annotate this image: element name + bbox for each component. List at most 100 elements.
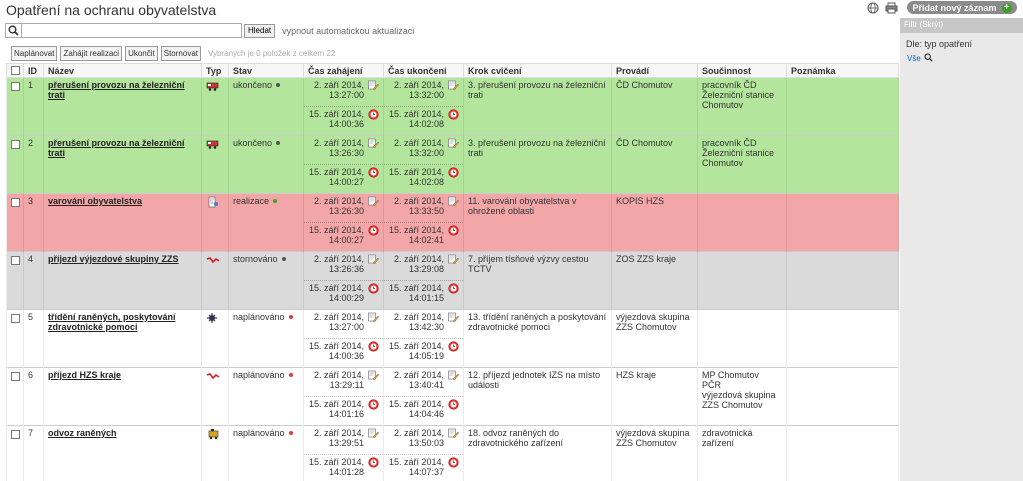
clock-icon[interactable] bbox=[368, 399, 379, 410]
pencil-icon[interactable] bbox=[368, 312, 380, 323]
row-select-cell[interactable] bbox=[6, 77, 24, 136]
table-row[interactable]: 7 odvoz raněných naplánováno 2. září 2014, … bbox=[6, 425, 899, 481]
search-input[interactable] bbox=[21, 23, 242, 38]
end-actual: 15. září 2014, 14:01:15 bbox=[388, 283, 444, 303]
row-select-cell[interactable] bbox=[6, 425, 24, 481]
col-id[interactable]: ID bbox=[23, 63, 44, 78]
row-status: stornováno bbox=[233, 254, 278, 264]
table-row[interactable]: 5 třídění raněných, poskytování zdravotni… bbox=[6, 309, 899, 368]
clock-icon[interactable] bbox=[448, 283, 459, 294]
row-name-link[interactable]: přerušení provozu na železniční trati bbox=[48, 138, 185, 158]
pencil-icon[interactable] bbox=[448, 138, 460, 149]
clock-icon[interactable] bbox=[368, 225, 379, 236]
search-icon[interactable] bbox=[924, 53, 933, 64]
row-checkbox[interactable] bbox=[11, 82, 20, 91]
table-row[interactable]: 2 přerušení provozu na železniční trati uk… bbox=[6, 135, 899, 194]
end-actual: 15. září 2014, 14:07:37 bbox=[388, 457, 444, 477]
row-name-link[interactable]: varování obyvatelstva bbox=[48, 196, 143, 206]
clock-icon[interactable] bbox=[448, 109, 459, 120]
clock-icon[interactable] bbox=[368, 109, 379, 120]
row-checkbox[interactable] bbox=[11, 198, 20, 207]
row-checkbox[interactable] bbox=[11, 314, 20, 323]
cancel-button[interactable]: Stornovat bbox=[160, 46, 201, 61]
col-name[interactable]: Název bbox=[43, 63, 202, 78]
clock-icon[interactable] bbox=[368, 457, 379, 468]
filter-toggle[interactable]: Filtr (Skrýt) bbox=[900, 18, 1023, 33]
row-name-link[interactable]: příjezd výjezdové skupiny ZZS bbox=[48, 254, 179, 264]
filter-all-option[interactable]: Vše bbox=[900, 49, 1023, 68]
start-actual: 15. září 2014, 14:00:36 bbox=[308, 341, 364, 361]
table-row[interactable]: 3 varování obyvatelstva realizace 2. září 2… bbox=[6, 193, 899, 252]
col-step[interactable]: Krok cvičení bbox=[463, 63, 612, 78]
row-name-link[interactable]: příjezd HZS kraje bbox=[48, 370, 122, 380]
row-note bbox=[786, 135, 899, 194]
clock-icon[interactable] bbox=[448, 341, 459, 352]
pencil-icon[interactable] bbox=[448, 370, 460, 381]
status-dot bbox=[276, 141, 281, 145]
pencil-icon[interactable] bbox=[368, 80, 380, 91]
select-all-header[interactable] bbox=[6, 63, 24, 78]
row-id: 1 bbox=[23, 77, 44, 136]
printer-icon[interactable] bbox=[885, 1, 898, 14]
pencil-icon[interactable] bbox=[368, 428, 380, 439]
row-performs: HZS kraje bbox=[611, 367, 698, 426]
start-realization-button[interactable]: Zahájit realizaci bbox=[60, 46, 123, 61]
row-step: 3. přerušení provozu na železniční trati bbox=[463, 135, 612, 194]
row-select-cell[interactable] bbox=[6, 309, 24, 368]
row-name-link[interactable]: odvoz raněných bbox=[48, 428, 117, 438]
table-row[interactable]: 6 příjezd HZS kraje naplánováno 2. září 201… bbox=[6, 367, 899, 426]
row-checkbox[interactable] bbox=[11, 256, 20, 265]
row-select-cell[interactable] bbox=[6, 367, 24, 426]
row-checkbox[interactable] bbox=[11, 140, 20, 149]
end-button[interactable]: Ukončit bbox=[125, 46, 158, 61]
pencil-icon[interactable] bbox=[368, 138, 380, 149]
col-type[interactable]: Typ bbox=[201, 63, 229, 78]
col-note[interactable]: Poznámka bbox=[786, 63, 899, 78]
start-actual: 15. září 2014, 14:00:27 bbox=[308, 225, 364, 245]
type-icon bbox=[206, 138, 221, 150]
row-checkbox[interactable] bbox=[11, 372, 20, 381]
filter-all-label[interactable]: Vše bbox=[907, 54, 921, 63]
plan-button[interactable]: Naplánovat bbox=[11, 46, 58, 61]
col-status[interactable]: Stav bbox=[228, 63, 304, 78]
search-button[interactable]: Hledat bbox=[244, 23, 276, 38]
clock-icon[interactable] bbox=[448, 225, 459, 236]
row-type-cell bbox=[201, 251, 229, 310]
table-row[interactable]: 1 přerušení provozu na železniční trati uk… bbox=[6, 77, 899, 136]
row-end-cell: 2. září 2014, 13:42:30 15. září 2014, 14:… bbox=[383, 309, 464, 368]
row-checkbox[interactable] bbox=[11, 430, 20, 439]
status-dot bbox=[273, 199, 278, 203]
clock-icon[interactable] bbox=[368, 167, 379, 178]
pencil-icon[interactable] bbox=[448, 428, 460, 439]
row-select-cell[interactable] bbox=[6, 135, 24, 194]
row-select-cell[interactable] bbox=[6, 193, 24, 252]
col-end[interactable]: Čas ukončení bbox=[383, 63, 464, 78]
end-planned: 2. září 2014, 13:33:50 bbox=[393, 196, 444, 216]
end-actual: 15. září 2014, 14:04:46 bbox=[388, 399, 444, 419]
col-start[interactable]: Čas zahájení bbox=[303, 63, 384, 78]
col-performs[interactable]: Provádí bbox=[611, 63, 698, 78]
row-select-cell[interactable] bbox=[6, 251, 24, 310]
globe-icon[interactable] bbox=[866, 1, 879, 14]
pencil-icon[interactable] bbox=[368, 254, 380, 265]
row-end-cell: 2. září 2014, 13:32:00 15. září 2014, 14:… bbox=[383, 77, 464, 136]
clock-icon[interactable] bbox=[448, 399, 459, 410]
select-all-checkbox[interactable] bbox=[11, 66, 20, 75]
clock-icon[interactable] bbox=[448, 457, 459, 468]
table-row[interactable]: 4 příjezd výjezdové skupiny ZZS stornováno… bbox=[6, 251, 899, 310]
col-cooperation[interactable]: Součinnost bbox=[697, 63, 787, 78]
pencil-icon[interactable] bbox=[448, 80, 460, 91]
pencil-icon[interactable] bbox=[368, 370, 380, 381]
clock-icon[interactable] bbox=[448, 167, 459, 178]
row-name-link[interactable]: přerušení provozu na železniční trati bbox=[48, 80, 185, 100]
auto-refresh-toggle[interactable]: vypnout automatickou aktualizaci bbox=[282, 25, 415, 36]
add-record-button[interactable]: Přidat nový záznam + bbox=[907, 1, 1017, 14]
clock-icon[interactable] bbox=[368, 283, 379, 294]
pencil-icon[interactable] bbox=[368, 196, 380, 207]
row-id: 4 bbox=[23, 251, 44, 310]
pencil-icon[interactable] bbox=[448, 196, 460, 207]
row-name-link[interactable]: třídění raněných, poskytování zdravotnic… bbox=[48, 312, 176, 332]
pencil-icon[interactable] bbox=[448, 312, 460, 323]
pencil-icon[interactable] bbox=[448, 254, 460, 265]
clock-icon[interactable] bbox=[368, 341, 379, 352]
